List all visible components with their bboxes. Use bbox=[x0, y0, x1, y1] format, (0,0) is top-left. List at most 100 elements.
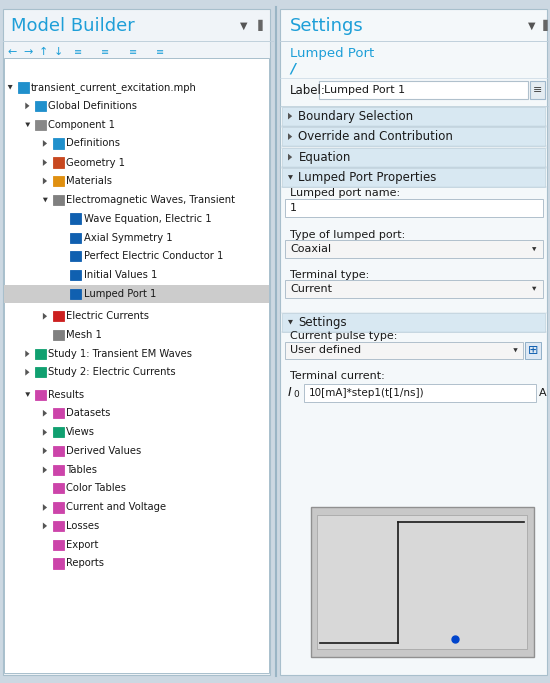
FancyBboxPatch shape bbox=[53, 520, 64, 531]
FancyBboxPatch shape bbox=[18, 82, 29, 92]
Polygon shape bbox=[532, 247, 536, 251]
Text: Geometry 1: Geometry 1 bbox=[66, 158, 125, 167]
FancyBboxPatch shape bbox=[70, 288, 81, 299]
Text: Component 1: Component 1 bbox=[48, 120, 116, 130]
FancyBboxPatch shape bbox=[4, 58, 269, 673]
Polygon shape bbox=[43, 522, 47, 529]
Text: ←: ← bbox=[8, 47, 17, 57]
Text: Lumped Port 1: Lumped Port 1 bbox=[324, 85, 405, 95]
Text: ↑: ↑ bbox=[39, 47, 48, 57]
Polygon shape bbox=[43, 140, 47, 147]
Text: Reports: Reports bbox=[66, 559, 104, 568]
FancyBboxPatch shape bbox=[53, 540, 64, 550]
Text: Views: Views bbox=[66, 428, 95, 437]
Text: →: → bbox=[23, 47, 32, 57]
FancyBboxPatch shape bbox=[280, 9, 547, 675]
FancyBboxPatch shape bbox=[4, 285, 269, 303]
Text: Settings: Settings bbox=[299, 316, 347, 329]
Text: ▼: ▼ bbox=[240, 20, 248, 30]
Polygon shape bbox=[513, 348, 518, 352]
FancyBboxPatch shape bbox=[283, 168, 545, 187]
FancyBboxPatch shape bbox=[53, 157, 64, 167]
Text: Results: Results bbox=[48, 390, 85, 400]
Text: Tables: Tables bbox=[66, 465, 97, 475]
FancyBboxPatch shape bbox=[35, 120, 46, 130]
FancyBboxPatch shape bbox=[285, 199, 543, 217]
Text: Label:: Label: bbox=[290, 83, 326, 97]
FancyBboxPatch shape bbox=[53, 311, 64, 321]
Polygon shape bbox=[43, 466, 47, 473]
Text: Perfect Electric Conductor 1: Perfect Electric Conductor 1 bbox=[84, 251, 223, 261]
FancyBboxPatch shape bbox=[53, 408, 64, 418]
FancyBboxPatch shape bbox=[70, 270, 81, 280]
Text: Override and Contribution: Override and Contribution bbox=[299, 130, 453, 143]
Text: Lumped port name:: Lumped port name: bbox=[290, 188, 400, 197]
Polygon shape bbox=[288, 175, 293, 180]
Text: Losses: Losses bbox=[66, 521, 99, 531]
Polygon shape bbox=[25, 392, 30, 397]
Text: Terminal type:: Terminal type: bbox=[290, 270, 370, 279]
Text: I: I bbox=[288, 385, 292, 399]
Polygon shape bbox=[288, 320, 293, 324]
Polygon shape bbox=[43, 447, 47, 454]
FancyBboxPatch shape bbox=[525, 342, 541, 359]
Text: ↓: ↓ bbox=[54, 47, 63, 57]
FancyBboxPatch shape bbox=[53, 559, 64, 568]
FancyBboxPatch shape bbox=[53, 445, 64, 456]
Polygon shape bbox=[43, 178, 47, 184]
Polygon shape bbox=[43, 410, 47, 417]
Text: Lumped Port Properties: Lumped Port Properties bbox=[299, 171, 437, 184]
Text: Lumped Port: Lumped Port bbox=[290, 46, 375, 60]
Text: ▼: ▼ bbox=[527, 20, 535, 30]
FancyBboxPatch shape bbox=[35, 348, 46, 359]
FancyBboxPatch shape bbox=[53, 484, 64, 493]
FancyBboxPatch shape bbox=[53, 176, 64, 186]
Text: Terminal current:: Terminal current: bbox=[290, 371, 385, 380]
Text: Mesh 1: Mesh 1 bbox=[66, 330, 102, 339]
Polygon shape bbox=[25, 102, 30, 109]
Text: Current pulse type:: Current pulse type: bbox=[290, 331, 398, 341]
Text: /: / bbox=[290, 61, 295, 75]
Text: 0: 0 bbox=[294, 390, 299, 400]
Text: Settings: Settings bbox=[290, 17, 364, 35]
FancyBboxPatch shape bbox=[35, 100, 46, 111]
Polygon shape bbox=[25, 350, 30, 357]
Polygon shape bbox=[25, 369, 30, 376]
Text: Coaxial: Coaxial bbox=[290, 245, 331, 254]
Polygon shape bbox=[8, 85, 13, 89]
Text: ≡: ≡ bbox=[533, 85, 542, 95]
FancyBboxPatch shape bbox=[35, 367, 46, 377]
Text: Electromagnetic Waves, Transient: Electromagnetic Waves, Transient bbox=[66, 195, 235, 205]
FancyBboxPatch shape bbox=[53, 428, 64, 438]
FancyBboxPatch shape bbox=[285, 342, 523, 359]
Text: Electric Currents: Electric Currents bbox=[66, 311, 149, 321]
Text: ▐: ▐ bbox=[254, 20, 262, 31]
Polygon shape bbox=[43, 313, 47, 320]
Text: Export: Export bbox=[66, 540, 98, 550]
Polygon shape bbox=[43, 159, 47, 166]
FancyBboxPatch shape bbox=[53, 138, 64, 148]
Polygon shape bbox=[532, 287, 536, 291]
Polygon shape bbox=[43, 504, 47, 511]
FancyBboxPatch shape bbox=[317, 515, 527, 649]
FancyBboxPatch shape bbox=[305, 384, 536, 402]
Polygon shape bbox=[43, 197, 48, 202]
FancyBboxPatch shape bbox=[285, 240, 543, 258]
FancyBboxPatch shape bbox=[70, 232, 81, 242]
FancyBboxPatch shape bbox=[311, 507, 534, 657]
FancyBboxPatch shape bbox=[70, 213, 81, 223]
Text: 1: 1 bbox=[290, 204, 297, 213]
FancyBboxPatch shape bbox=[283, 148, 545, 167]
FancyBboxPatch shape bbox=[3, 9, 271, 675]
Text: transient_current_excitation.mph: transient_current_excitation.mph bbox=[31, 82, 197, 93]
Text: Global Definitions: Global Definitions bbox=[48, 101, 138, 111]
Text: Derived Values: Derived Values bbox=[66, 446, 141, 456]
Text: Materials: Materials bbox=[66, 176, 112, 186]
Text: Boundary Selection: Boundary Selection bbox=[299, 109, 414, 123]
FancyBboxPatch shape bbox=[53, 503, 64, 512]
Text: ≡: ≡ bbox=[74, 47, 82, 57]
Polygon shape bbox=[25, 122, 30, 127]
FancyBboxPatch shape bbox=[283, 313, 545, 332]
Text: Equation: Equation bbox=[299, 150, 351, 164]
Text: Initial Values 1: Initial Values 1 bbox=[84, 270, 157, 280]
